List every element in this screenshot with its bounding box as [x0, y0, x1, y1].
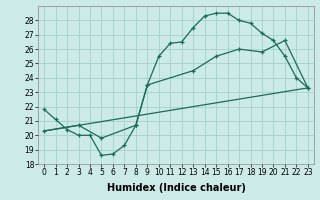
X-axis label: Humidex (Indice chaleur): Humidex (Indice chaleur) [107, 183, 245, 193]
